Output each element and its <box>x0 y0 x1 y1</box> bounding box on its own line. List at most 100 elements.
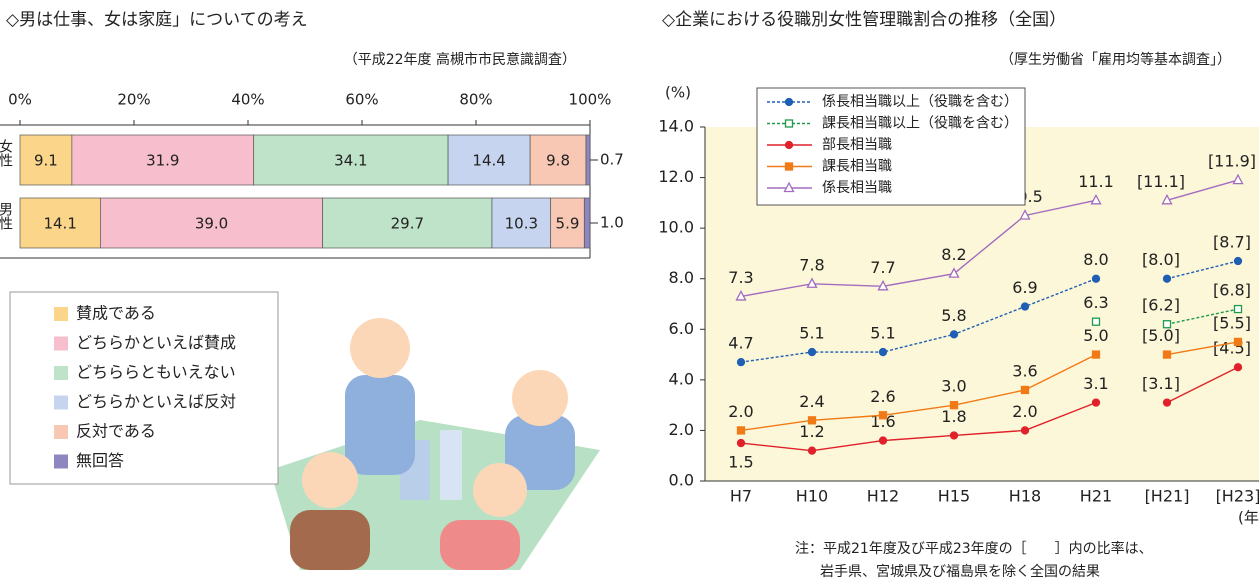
legend-marker <box>786 99 793 106</box>
x-tick-label: 100% <box>569 91 612 109</box>
value-label: 39.0 <box>195 215 228 233</box>
y-tick-label: 8.0 <box>669 268 694 287</box>
y-tick-label: 4.0 <box>669 369 694 388</box>
illustration-person <box>290 510 370 570</box>
value-label: [4.5] <box>1213 339 1251 358</box>
y-tick-label: 12.0 <box>658 167 694 186</box>
value-label: [5.0] <box>1142 326 1180 345</box>
point <box>1093 275 1100 282</box>
illustration-face <box>512 370 568 426</box>
legend-label: 無回答 <box>76 451 124 470</box>
value-label: 5.1 <box>799 324 824 343</box>
point <box>1164 275 1171 282</box>
x-tick-label: 80% <box>459 91 492 109</box>
legend-marker <box>786 163 793 170</box>
value-label: 3.0 <box>941 377 966 396</box>
y-tick-label: 0.0 <box>669 471 694 490</box>
legend-label: 部長相当職 <box>822 137 892 153</box>
legend-label: 課長相当職 <box>822 159 892 175</box>
y-tick-label: 14.0 <box>658 117 694 136</box>
page: {"chart_data": [ {"type": "stacked-barh"… <box>0 0 1259 585</box>
point <box>1235 258 1242 265</box>
value-label: 5.1 <box>870 324 895 343</box>
point <box>1164 351 1171 358</box>
value-label: 2.0 <box>1012 402 1037 421</box>
legend-marker <box>786 120 793 127</box>
legend-swatch <box>54 366 68 380</box>
y-tick-label: 6.0 <box>669 319 694 338</box>
point <box>1022 386 1029 393</box>
value-label: 1.5 <box>728 453 753 472</box>
point <box>951 432 958 439</box>
bar-segment <box>584 198 590 248</box>
point <box>1235 306 1242 313</box>
value-label: 5.8 <box>941 306 966 325</box>
value-label: 11.1 <box>1078 172 1114 191</box>
point <box>809 417 816 424</box>
point <box>1022 427 1029 434</box>
x-tick-label: H7 <box>730 487 752 506</box>
legend-label: どちららともいえない <box>76 363 236 382</box>
legend-swatch <box>54 455 68 469</box>
point <box>809 349 816 356</box>
x-tick-label: H12 <box>867 487 899 506</box>
illustration-face <box>473 463 527 517</box>
point <box>1235 364 1242 371</box>
illustration-person <box>440 520 520 570</box>
y-tick-label: 10.0 <box>658 218 694 237</box>
x-tick-label: [H21] <box>1145 487 1190 506</box>
value-label: [8.0] <box>1142 250 1180 269</box>
value-label: 0.7 <box>600 151 624 169</box>
value-label: 6.9 <box>1012 278 1037 297</box>
legend-swatch <box>54 425 68 439</box>
point <box>1164 399 1171 406</box>
point <box>880 349 887 356</box>
legend-label: 係長相当職 <box>822 180 892 196</box>
point <box>738 440 745 447</box>
value-label: [6.8] <box>1213 281 1251 300</box>
point <box>1093 318 1100 325</box>
value-label: 2.0 <box>728 402 753 421</box>
value-label: [11.1] <box>1137 172 1185 191</box>
x-tick-label: 20% <box>117 91 150 109</box>
point <box>809 447 816 454</box>
x-tick-label: 40% <box>231 91 264 109</box>
x-tick-label: H18 <box>1009 487 1041 506</box>
y-tick-label: 2.0 <box>669 420 694 439</box>
point <box>951 331 958 338</box>
chart-subtitle: （平成22年度 高槻市市民意識調査） <box>344 51 576 68</box>
chart-subtitle: （厚生労働省「雇用均等基本調査」） <box>1000 51 1231 68</box>
point <box>1093 399 1100 406</box>
value-label: 31.9 <box>146 152 179 170</box>
bar-segment <box>586 135 590 185</box>
legend-swatch <box>54 307 68 321</box>
legend-label: 反対である <box>76 422 156 441</box>
value-label: 14.1 <box>43 215 76 233</box>
point <box>738 427 745 434</box>
value-label: 9.1 <box>34 152 58 170</box>
value-label: 7.8 <box>799 255 824 274</box>
illustration-building <box>440 430 462 500</box>
illustration-face <box>302 452 358 508</box>
y-tick-label: 女性 <box>0 138 13 167</box>
point <box>1235 338 1242 345</box>
x-tick-label: H15 <box>938 487 970 506</box>
x-tick-label: 0% <box>8 91 32 109</box>
x-tick-label: [H23] <box>1216 487 1259 506</box>
illustration-person <box>345 375 415 475</box>
value-label: 7.3 <box>728 268 753 287</box>
x-tick-label: H21 <box>1080 487 1112 506</box>
y-axis-label: (%) <box>665 84 691 102</box>
value-label: 8.0 <box>1083 250 1108 269</box>
chart-title: ◇男は仕事、女は家庭」についての考え <box>6 10 308 30</box>
value-label: 2.4 <box>799 392 824 411</box>
value-label: 29.7 <box>391 215 424 233</box>
illustration-face <box>350 318 410 378</box>
value-label: 1.0 <box>600 214 624 232</box>
point <box>880 437 887 444</box>
note: 注：平成21年度及び平成23年度の［ ］内の比率は、 <box>795 540 1153 557</box>
note: 岩手県、宮城県及び福島県を除く全国の結果 <box>820 563 1100 580</box>
value-label: [8.7] <box>1213 233 1251 252</box>
value-label: 6.3 <box>1083 293 1108 312</box>
value-label: 5.0 <box>1083 326 1108 345</box>
